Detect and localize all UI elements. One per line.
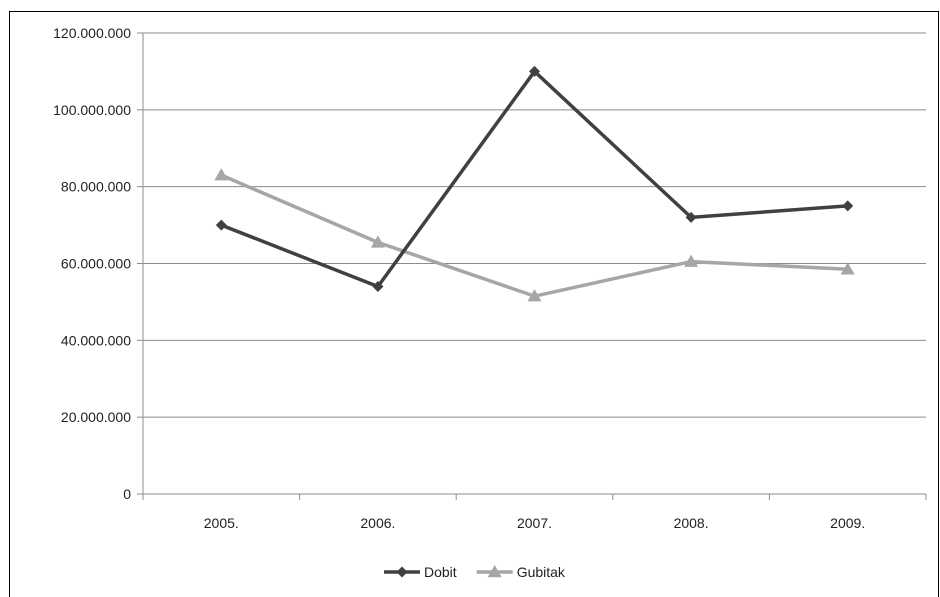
- chart-frame: [9, 11, 939, 597]
- y-tick-label: 0: [123, 486, 131, 502]
- legend-label: Gubitak: [517, 564, 566, 580]
- y-tick-label: 100.000.000: [53, 102, 131, 118]
- data-point: [842, 200, 854, 212]
- y-tick-label: 120.000.000: [53, 25, 131, 41]
- series-gubitak: [214, 168, 855, 302]
- legend-marker: [487, 565, 502, 578]
- series: [214, 65, 855, 302]
- data-point: [215, 219, 227, 231]
- data-point: [684, 254, 699, 267]
- x-tick-label: 2008.: [674, 515, 709, 531]
- gridlines: [143, 32, 926, 418]
- y-axis-ticks: 0 20.000.000 40.000.000 60.000.000 80.000.00…: [53, 25, 143, 502]
- data-point: [529, 65, 540, 77]
- series-dobit: [215, 65, 854, 293]
- x-tick-label: 2009.: [830, 515, 865, 531]
- legend-item-gubitak: Gubitak: [476, 564, 566, 580]
- data-point: [527, 289, 542, 302]
- data-point: [685, 211, 697, 223]
- x-tick-label: 2005.: [204, 515, 239, 531]
- data-point: [840, 262, 855, 275]
- series-line: [219, 173, 850, 298]
- legend-marker: [396, 566, 408, 578]
- x-tick-label: 2006.: [360, 515, 395, 531]
- y-tick-label: 80.000.000: [61, 179, 131, 195]
- legend-label: Dobit: [424, 564, 457, 580]
- y-tick-label: 40.000.000: [61, 332, 131, 348]
- x-tick-label: 2007.: [517, 515, 552, 531]
- data-point: [372, 281, 384, 293]
- legend: Dobit Gubitak: [384, 564, 566, 580]
- data-point: [214, 168, 229, 181]
- legend-item-dobit: Dobit: [384, 564, 457, 580]
- y-tick-label: 20.000.000: [61, 409, 131, 425]
- series-line: [219, 69, 850, 289]
- x-axis-ticks: 2005. 2006. 2007. 2008. 2009.: [142, 494, 927, 531]
- y-tick-label: 60.000.000: [61, 256, 131, 272]
- data-point: [370, 235, 385, 248]
